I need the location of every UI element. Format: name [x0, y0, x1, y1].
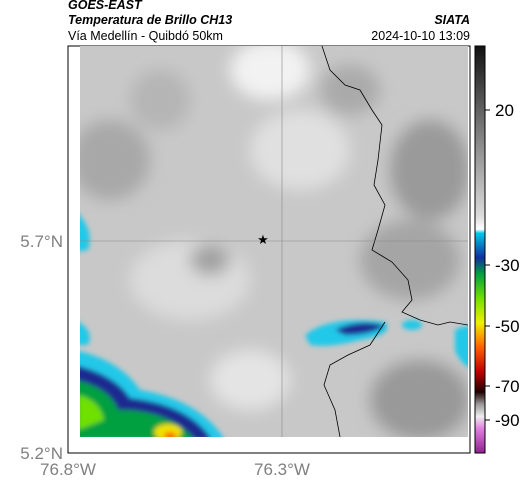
colorbar-tick-label: -50 [495, 317, 520, 336]
subtitle: Vía Medellín - Quibdó 50km [68, 29, 223, 43]
lat-label: 5.7°N [20, 232, 63, 251]
source: GOES-EAST [68, 0, 143, 12]
colorbar-tick-label: -30 [495, 256, 520, 275]
svg-text:★: ★ [257, 232, 269, 247]
timestamp: 2024-10-10 13:09 [371, 29, 470, 43]
org: SIATA [434, 13, 470, 27]
lon-label: 76.3°W [254, 460, 310, 479]
colorbar-tick-label: -90 [495, 411, 520, 430]
colorbar-tick-label: -70 [495, 377, 520, 396]
colorbar [474, 45, 486, 454]
colorbar-ticks: 20 -30 -50 -70 -90 [485, 101, 520, 430]
imagery: ★ [80, 46, 468, 437]
colorbar-tick-label: 20 [495, 101, 514, 120]
lat-label: 5.2°N [20, 444, 63, 463]
lon-label: 76.8°W [40, 460, 96, 479]
title: Temperatura de Brillo CH13 [68, 13, 232, 27]
